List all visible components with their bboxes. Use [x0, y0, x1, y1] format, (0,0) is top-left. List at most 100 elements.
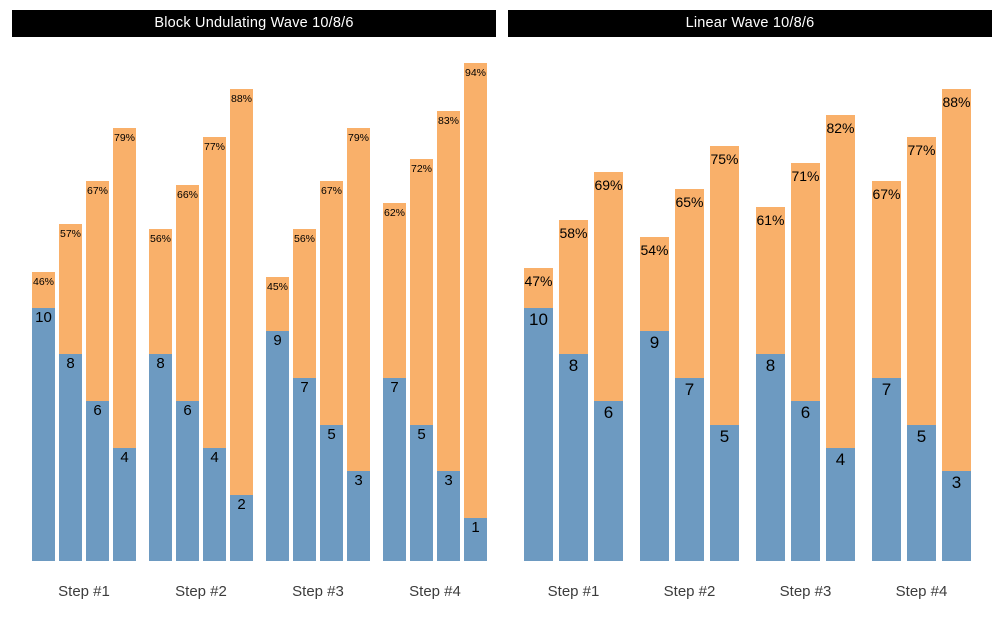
bar-step2-reps6: 66% 6 [176, 185, 199, 561]
reps-label: 4 [210, 448, 219, 466]
bar-step4-reps5: 77% 5 [907, 137, 936, 561]
intensity-label: 56% [293, 232, 315, 245]
bar-step3-reps4: 82% 4 [826, 115, 855, 561]
bar-step2-reps9: 54% 9 [640, 237, 669, 561]
panel-title: Block Undulating Wave 10/8/6 [12, 10, 496, 37]
intensity-label: 61% [756, 211, 785, 228]
plot-area: 47% 10 58% 8 69% 6 Step #1 54% 9 65% 7 75% 5 Step #2 6… [500, 0, 1000, 618]
reps-label: 6 [800, 403, 811, 423]
intensity-label: 67% [872, 185, 901, 202]
reps-label: 9 [273, 331, 282, 349]
panel-block-undulating-wave: Block Undulating Wave 10/8/6 46% 10 57% 8 67… [12, 10, 496, 600]
intensity-label: 77% [203, 141, 225, 153]
bar-step4-reps3: 83% 3 [437, 110, 460, 561]
bar-step3-reps5: 67% 5 [320, 180, 343, 561]
intensity-label: 82% [826, 120, 855, 137]
intensity-label: 46% [32, 276, 54, 289]
x-axis-label: Step #1 [58, 583, 110, 600]
reps-label: 7 [300, 378, 309, 396]
reps-segment: 7 [872, 377, 901, 561]
reps-segment: 9 [266, 330, 289, 561]
intensity-label: 57% [59, 228, 81, 241]
intensity-label: 77% [907, 142, 936, 158]
intensity-label: 45% [266, 280, 288, 293]
reps-label: 10 [529, 309, 548, 329]
reps-segment: 6 [594, 401, 623, 561]
reps-segment: 7 [293, 377, 316, 561]
panel-title: Linear Wave 10/8/6 [508, 10, 992, 37]
bar-step3-reps8: 61% 8 [756, 206, 785, 561]
intensity-label: 79% [347, 132, 369, 145]
reps-segment: 8 [756, 354, 785, 561]
bar-step1-reps4: 79% 4 [113, 128, 136, 561]
reps-segment: 6 [86, 401, 109, 561]
reps-label: 8 [765, 356, 776, 376]
x-axis-label: Step #3 [292, 583, 344, 600]
reps-label: 4 [120, 448, 129, 466]
reps-segment: 3 [942, 471, 971, 561]
reps-segment: 9 [640, 330, 669, 561]
x-axis-label: Step #1 [547, 583, 600, 600]
intensity-label: 75% [710, 150, 739, 167]
bar-step1-reps6: 69% 6 [594, 171, 623, 561]
reps-label: 5 [916, 426, 927, 446]
bar-step2-reps8: 56% 8 [149, 228, 172, 561]
reps-segment: 5 [907, 424, 936, 561]
reps-segment: 7 [383, 377, 406, 561]
bar-step3-reps9: 45% 9 [266, 276, 289, 561]
intensity-label: 66% [176, 189, 198, 201]
reps-segment: 4 [203, 447, 226, 561]
reps-label: 5 [719, 426, 730, 446]
reps-label: 1 [471, 519, 480, 537]
intensity-label: 94% [464, 66, 486, 79]
reps-label: 8 [156, 355, 165, 373]
reps-label: 3 [354, 472, 363, 490]
bar-step3-reps7: 56% 7 [293, 228, 316, 561]
bar-step1-reps8: 57% 8 [59, 224, 82, 561]
reps-segment: 5 [320, 424, 343, 561]
intensity-label: 58% [559, 225, 588, 241]
bar-step1-reps8: 58% 8 [559, 220, 588, 561]
intensity-label: 67% [86, 184, 108, 197]
reps-label: 2 [237, 495, 246, 513]
bar-step3-reps3: 79% 3 [347, 128, 370, 561]
reps-segment: 8 [559, 354, 588, 561]
reps-segment: 10 [524, 307, 553, 561]
reps-label: 7 [881, 379, 892, 399]
bar-step1-reps10: 46% 10 [32, 272, 55, 561]
bar-step3-reps6: 71% 6 [791, 163, 820, 561]
intensity-label: 65% [675, 194, 704, 211]
reps-label: 5 [417, 425, 426, 443]
x-axis-label: Step #4 [409, 583, 461, 600]
reps-label: 6 [603, 403, 614, 423]
reps-label: 9 [649, 332, 660, 352]
reps-segment: 8 [59, 354, 82, 561]
intensity-label: 47% [524, 273, 553, 289]
bar-step4-reps1: 94% 1 [464, 62, 487, 561]
intensity-label: 62% [383, 206, 405, 219]
bar-step4-reps7: 62% 7 [383, 202, 406, 561]
reps-label: 6 [93, 402, 102, 420]
reps-label: 8 [568, 356, 579, 376]
reps-segment: 3 [347, 471, 370, 561]
reps-label: 7 [684, 379, 695, 399]
panel-linear-wave: Linear Wave 10/8/6 47% 10 58% 8 69% 6 Step #1 5… [500, 0, 1000, 618]
intensity-label: 88% [230, 93, 252, 105]
bar-step4-reps3: 88% 3 [942, 89, 971, 561]
intensity-label: 67% [320, 184, 342, 197]
x-axis-label: Step #2 [175, 583, 227, 600]
intensity-label: 72% [410, 162, 432, 175]
intensity-label: 79% [113, 132, 135, 145]
reps-segment: 6 [176, 401, 199, 561]
reps-segment: 4 [113, 447, 136, 561]
reps-segment: 3 [437, 471, 460, 561]
reps-segment: 4 [826, 447, 855, 561]
x-axis-label: Step #3 [779, 583, 832, 600]
plot-area: 46% 10 57% 8 67% 6 79% 4 Step #1 56% 8 66% 6 77% 4 88% 2… [32, 62, 487, 600]
bar-step2-reps5: 75% 5 [710, 145, 739, 561]
reps-segment: 5 [410, 424, 433, 561]
bar-step1-reps6: 67% 6 [86, 180, 109, 561]
intensity-label: 69% [594, 176, 623, 193]
bar-step4-reps5: 72% 5 [410, 158, 433, 561]
reps-segment: 8 [149, 354, 172, 561]
